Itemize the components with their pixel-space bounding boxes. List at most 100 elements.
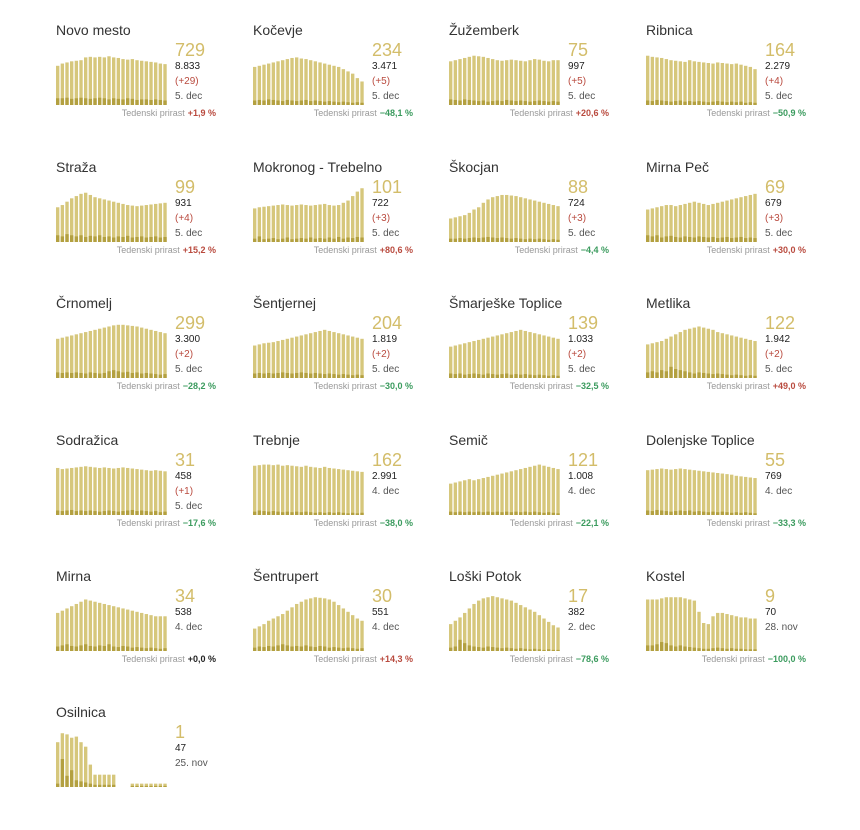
active-cases-bar <box>304 599 308 651</box>
new-cases-bar <box>88 783 93 787</box>
cases-bar-chart <box>646 326 757 378</box>
new-cases-bar <box>730 101 734 105</box>
active-cases-bar <box>285 205 290 242</box>
active-cases-bar <box>341 608 346 651</box>
active-cases-bar <box>734 616 739 651</box>
active-cases-bar <box>551 205 556 242</box>
active-cases-bar <box>267 464 271 515</box>
active-cases-bar <box>449 61 453 105</box>
new-cases-bar <box>341 648 346 651</box>
new-cases-bar <box>79 510 83 515</box>
total-cases-value: 3.300 <box>175 334 201 345</box>
last-update-date: 4. dec <box>175 622 203 633</box>
cases-bar-chart <box>56 324 167 378</box>
new-cases-bar <box>130 647 135 651</box>
new-cases-bar <box>674 101 678 105</box>
active-cases-bar <box>290 465 294 515</box>
active-cases-bar <box>346 71 350 105</box>
weekly-growth-value: −17,6 % <box>182 518 216 528</box>
new-cases-bar <box>267 372 271 378</box>
active-cases-bar <box>107 774 111 787</box>
active-cases-bar <box>144 614 149 651</box>
new-cases-bar <box>56 372 60 378</box>
new-cases-bar <box>711 374 715 378</box>
new-cases-bar <box>327 237 332 242</box>
active-cases-bar <box>351 615 355 651</box>
active-cases-bar <box>486 199 490 242</box>
active-cases-bar <box>163 783 167 787</box>
total-cases-value: 1.008 <box>568 471 594 482</box>
active-cases-bar <box>135 60 139 105</box>
active-cases-bar <box>542 618 546 651</box>
new-cases-bar <box>660 642 664 651</box>
active-cases-bar <box>716 202 720 242</box>
new-cases-bar <box>60 98 65 105</box>
active-cases-bar <box>655 469 659 515</box>
new-cases-bar <box>140 373 144 378</box>
new-cases-bar <box>149 647 153 651</box>
active-cases-bar <box>262 206 266 242</box>
active-cases-bar <box>112 201 116 242</box>
active-cases-bar <box>299 335 304 378</box>
new-cases-bar <box>285 237 290 242</box>
active-cases-bar <box>533 59 537 105</box>
active-cases-bar <box>753 341 757 378</box>
new-cases-bar <box>481 100 486 105</box>
active-cases-bar <box>458 59 462 105</box>
active-cases-bar <box>720 473 725 515</box>
active-cases-bar <box>481 598 486 651</box>
new-cases-bar <box>126 235 130 242</box>
new-cases-bar <box>102 645 107 651</box>
municipality-card: Dolenjske Toplice 55 769 4. dec Tedenski pri… <box>646 432 806 558</box>
active-cases-bar <box>655 207 659 242</box>
municipality-name: Mokronog - Trebelno <box>253 159 383 175</box>
new-cases-bar <box>449 99 453 105</box>
new-cases-bar <box>355 513 360 515</box>
new-cases-bar <box>744 375 748 378</box>
active-cases-value: 139 <box>568 313 599 333</box>
new-cases-bar <box>533 648 537 651</box>
active-cases-bar <box>140 205 144 242</box>
weekly-growth-label: Tedenski prirast <box>509 518 573 528</box>
new-cases-bar <box>514 238 518 242</box>
new-cases-bar <box>98 784 102 787</box>
active-cases-bar <box>542 60 546 105</box>
new-cases-bar <box>332 647 336 651</box>
new-cases-bar <box>542 375 546 378</box>
active-cases-bar <box>734 336 739 378</box>
active-cases-bar <box>355 191 360 242</box>
active-cases-bar <box>734 475 739 515</box>
active-cases-bar <box>163 333 167 378</box>
active-cases-bar <box>537 334 542 378</box>
new-cases-bar <box>547 375 551 378</box>
active-cases-bar <box>318 597 322 651</box>
active-cases-bar <box>102 774 107 787</box>
new-cases-bar <box>318 373 322 378</box>
active-cases-bar <box>327 330 332 378</box>
cases-bar-chart <box>646 597 757 651</box>
new-cases-bar <box>74 780 79 787</box>
new-cases-bar <box>149 99 153 105</box>
new-cases-bar <box>453 99 458 105</box>
cases-bar-chart <box>253 188 364 242</box>
new-cases-bar <box>688 372 692 378</box>
new-cases-bar <box>491 512 495 515</box>
active-cases-bar <box>149 204 153 242</box>
new-cases-bar <box>650 371 655 378</box>
active-cases-bar <box>509 471 514 515</box>
active-cases-bar <box>528 60 532 105</box>
new-cases-bar <box>140 647 144 651</box>
active-cases-bar <box>660 341 664 378</box>
new-cases-bar <box>93 236 97 242</box>
weekly-growth-label: Tedenski prirast <box>116 518 180 528</box>
weekly-growth: Tedenski prirast +1,9 % <box>122 108 216 118</box>
active-cases-bar <box>313 467 318 515</box>
active-cases-bar <box>697 202 701 242</box>
active-cases-value: 164 <box>765 40 796 60</box>
active-cases-bar <box>711 616 715 651</box>
active-cases-bar <box>149 61 153 105</box>
active-cases-bar <box>458 481 462 515</box>
active-cases-bar <box>144 61 149 105</box>
active-cases-bar <box>88 764 93 787</box>
new-cases-bar <box>154 99 158 105</box>
